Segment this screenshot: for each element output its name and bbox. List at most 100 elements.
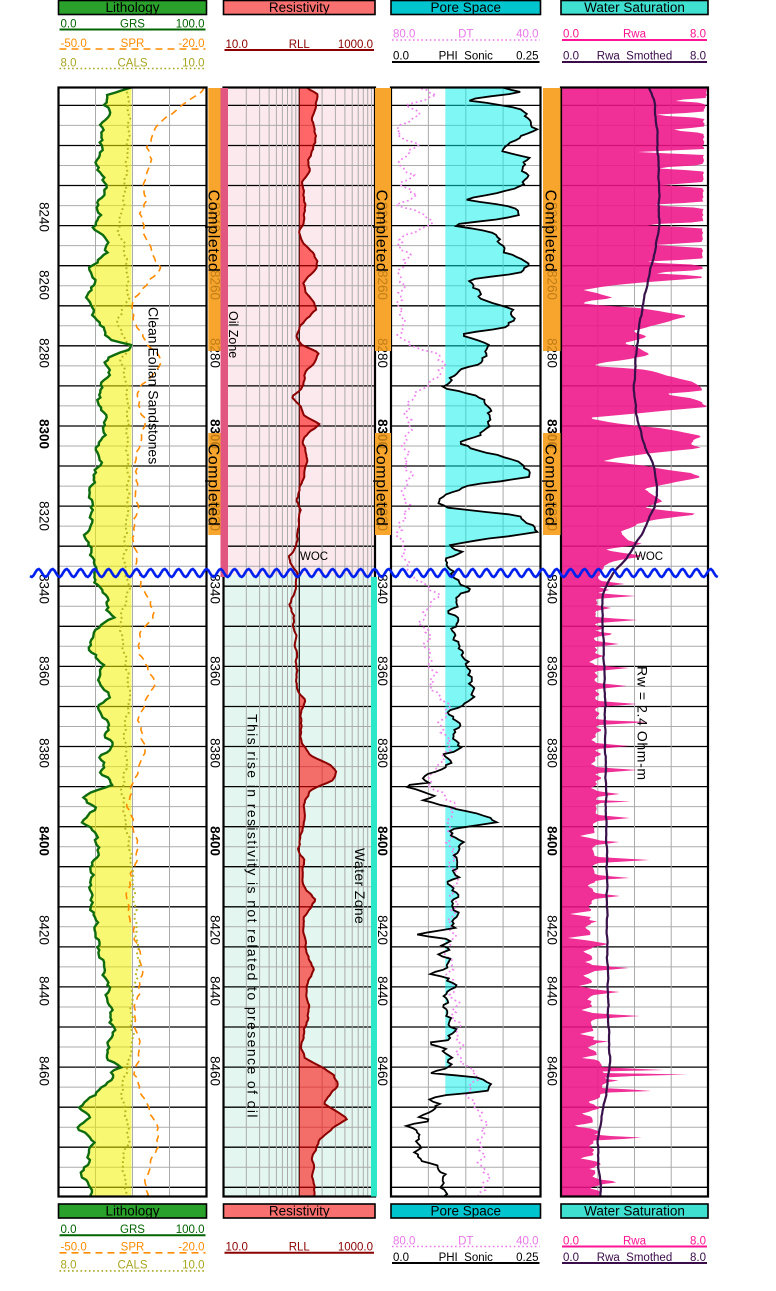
svg-text:SPR: SPR xyxy=(121,38,145,50)
svg-text:40.0: 40.0 xyxy=(516,1235,538,1247)
svg-text:Water Zone: Water Zone xyxy=(352,848,368,924)
svg-text:0.0: 0.0 xyxy=(563,29,579,41)
svg-text:GRS: GRS xyxy=(120,19,145,31)
svg-text:WOC: WOC xyxy=(300,551,328,563)
svg-text:Rwa_Smothed: Rwa_Smothed xyxy=(597,51,672,63)
svg-text:8.0: 8.0 xyxy=(690,1235,706,1247)
svg-text:-20.0: -20.0 xyxy=(178,1242,204,1254)
svg-text:8340: 8340 xyxy=(37,574,52,604)
svg-text:8240: 8240 xyxy=(37,202,52,232)
svg-text:80.0: 80.0 xyxy=(393,1235,415,1247)
svg-text:8260: 8260 xyxy=(375,270,390,300)
svg-text:Clean Eolian Sandstones: Clean Eolian Sandstones xyxy=(146,307,162,464)
svg-text:-50.0: -50.0 xyxy=(61,38,87,50)
svg-text:8460: 8460 xyxy=(37,1056,52,1086)
svg-text:8400: 8400 xyxy=(545,826,560,856)
svg-text:DT: DT xyxy=(458,29,473,41)
svg-text:10.0: 10.0 xyxy=(182,1260,204,1272)
svg-text:8460: 8460 xyxy=(545,1056,560,1086)
svg-text:10.0: 10.0 xyxy=(226,1242,248,1254)
svg-text:Water Saturation: Water Saturation xyxy=(584,0,685,15)
svg-text:8420: 8420 xyxy=(375,915,390,945)
svg-text:8440: 8440 xyxy=(375,976,390,1006)
svg-text:Completed: Completed xyxy=(542,190,559,273)
svg-text:8320: 8320 xyxy=(545,501,560,531)
svg-text:Rwa: Rwa xyxy=(623,29,647,41)
svg-text:8240: 8240 xyxy=(208,202,223,232)
svg-text:Rwa_Smothed: Rwa_Smothed xyxy=(597,1252,672,1264)
svg-text:8440: 8440 xyxy=(545,976,560,1006)
svg-text:10.0: 10.0 xyxy=(182,58,204,70)
svg-text:8260: 8260 xyxy=(37,270,52,300)
svg-text:1000.0: 1000.0 xyxy=(338,1242,373,1254)
svg-text:Lithology: Lithology xyxy=(105,1204,159,1219)
svg-text:Water Saturation: Water Saturation xyxy=(584,1204,685,1219)
svg-text:1000.0: 1000.0 xyxy=(338,39,373,51)
svg-text:8360: 8360 xyxy=(37,656,52,686)
svg-text:8400: 8400 xyxy=(375,826,390,856)
svg-text:40.0: 40.0 xyxy=(516,29,538,41)
svg-text:0.0: 0.0 xyxy=(61,19,77,31)
svg-text:RLL: RLL xyxy=(289,39,311,51)
svg-text:Oil Zone: Oil Zone xyxy=(226,311,240,358)
svg-text:GRS: GRS xyxy=(120,1224,145,1236)
svg-text:0.0: 0.0 xyxy=(563,51,579,63)
svg-text:RLL: RLL xyxy=(289,1242,311,1254)
svg-text:8420: 8420 xyxy=(545,915,560,945)
svg-text:8340: 8340 xyxy=(208,574,223,604)
svg-text:8320: 8320 xyxy=(37,501,52,531)
svg-text:8360: 8360 xyxy=(208,656,223,686)
svg-text:Resistivity: Resistivity xyxy=(269,1204,330,1219)
svg-text:PHI_Sonic: PHI_Sonic xyxy=(439,1252,494,1264)
svg-text:8260: 8260 xyxy=(545,270,560,300)
svg-text:100.0: 100.0 xyxy=(176,1224,205,1236)
svg-text:8280: 8280 xyxy=(37,338,52,368)
svg-text:Completed: Completed xyxy=(205,190,222,273)
svg-text:8320: 8320 xyxy=(208,501,223,531)
svg-text:80.0: 80.0 xyxy=(393,29,415,41)
svg-text:8440: 8440 xyxy=(208,976,223,1006)
svg-text:CALS: CALS xyxy=(117,58,147,70)
svg-text:0.0: 0.0 xyxy=(393,1252,409,1264)
svg-text:0.25: 0.25 xyxy=(516,1252,538,1264)
svg-text:Rwa: Rwa xyxy=(623,1235,647,1247)
svg-text:DT: DT xyxy=(458,1235,473,1247)
svg-text:Resistivity: Resistivity xyxy=(269,0,330,15)
svg-text:-20.0: -20.0 xyxy=(178,38,204,50)
svg-text:SPR: SPR xyxy=(121,1242,145,1254)
svg-text:8460: 8460 xyxy=(375,1056,390,1086)
svg-text:8.0: 8.0 xyxy=(690,1252,706,1264)
svg-text:8380: 8380 xyxy=(375,738,390,768)
svg-text:8.0: 8.0 xyxy=(61,58,77,70)
svg-text:8360: 8360 xyxy=(375,656,390,686)
svg-text:WOC: WOC xyxy=(635,551,663,563)
svg-text:8.0: 8.0 xyxy=(61,1260,77,1272)
svg-text:Completed: Completed xyxy=(373,190,390,273)
svg-text:100.0: 100.0 xyxy=(176,19,205,31)
svg-text:Pore Space: Pore Space xyxy=(430,1204,501,1219)
svg-text:0.0: 0.0 xyxy=(563,1235,579,1247)
svg-text:8380: 8380 xyxy=(37,738,52,768)
svg-text:Completed: Completed xyxy=(205,444,222,527)
svg-text:8380: 8380 xyxy=(545,738,560,768)
svg-text:0.0: 0.0 xyxy=(61,1224,77,1236)
svg-text:8400: 8400 xyxy=(37,826,52,856)
svg-text:CALS: CALS xyxy=(117,1260,147,1272)
svg-text:8240: 8240 xyxy=(545,202,560,232)
svg-text:8440: 8440 xyxy=(37,976,52,1006)
svg-text:8320: 8320 xyxy=(375,501,390,531)
svg-text:8300: 8300 xyxy=(37,419,52,449)
svg-text:8260: 8260 xyxy=(208,270,223,300)
svg-text:8420: 8420 xyxy=(37,915,52,945)
svg-text:Completed: Completed xyxy=(542,444,559,527)
svg-text:0.0: 0.0 xyxy=(563,1252,579,1264)
svg-text:-50.0: -50.0 xyxy=(61,1242,87,1254)
svg-text:8460: 8460 xyxy=(208,1056,223,1086)
svg-text:0.25: 0.25 xyxy=(516,51,538,63)
svg-text:0.0: 0.0 xyxy=(393,51,409,63)
svg-text:8360: 8360 xyxy=(545,656,560,686)
svg-text:Completed: Completed xyxy=(373,444,390,527)
svg-text:10.0: 10.0 xyxy=(226,39,248,51)
svg-text:Pore Space: Pore Space xyxy=(430,0,501,15)
svg-text:8420: 8420 xyxy=(208,915,223,945)
